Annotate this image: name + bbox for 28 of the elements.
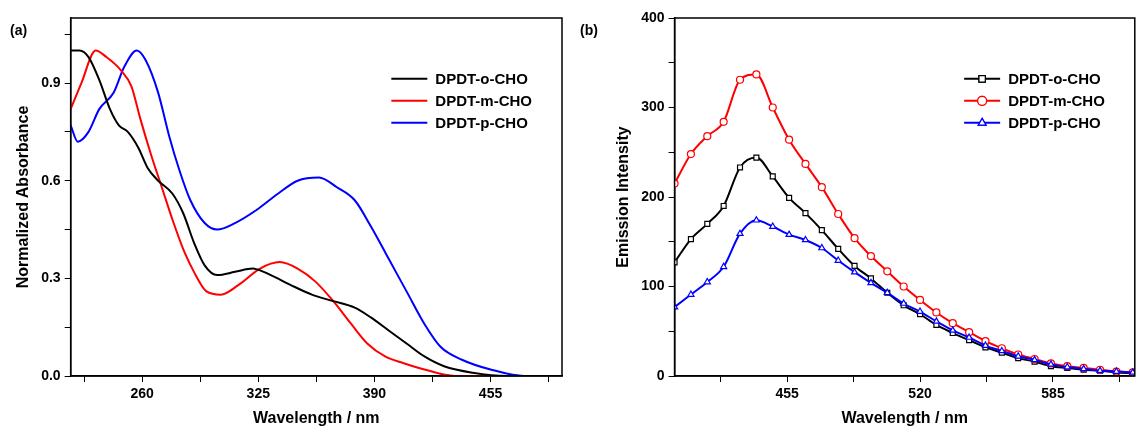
x-tick-label: 585 bbox=[1041, 385, 1065, 402]
y-tick-label: 0.3 bbox=[41, 269, 61, 286]
legend-label: DPDT-m-CHO bbox=[435, 92, 533, 109]
legend-label: DPDT-m-CHO bbox=[1008, 92, 1106, 109]
y-tick-label: 0.6 bbox=[41, 171, 61, 188]
y-axis-title: Emission Intensity bbox=[614, 126, 632, 268]
y-tick-label: 0.9 bbox=[41, 73, 61, 90]
legend-label: DPDT-o-CHO bbox=[435, 70, 529, 87]
x-tick-label: 455 bbox=[775, 385, 799, 402]
x-tick-label: 520 bbox=[908, 385, 932, 402]
y-tick-label: 300 bbox=[641, 98, 665, 115]
x-axis-title: Wavelength / nm bbox=[253, 408, 380, 426]
x-tick-label: 325 bbox=[246, 385, 271, 402]
y-tick-label: 0.0 bbox=[41, 366, 61, 383]
y-tick-label: 400 bbox=[641, 8, 665, 25]
legend-label: DPDT-p-CHO bbox=[1008, 114, 1101, 131]
y-tick-label: 0 bbox=[656, 366, 665, 383]
legend-label: DPDT-o-CHO bbox=[1008, 70, 1101, 87]
chart-title: (b) bbox=[580, 22, 598, 38]
x-tick-label: 390 bbox=[362, 385, 387, 402]
y-tick-label: 100 bbox=[641, 277, 665, 294]
y-axis-title: Normalized Absorbance bbox=[14, 105, 32, 289]
x-axis-title: Wavelength / nm bbox=[841, 408, 968, 426]
x-tick-label: 455 bbox=[478, 385, 503, 402]
x-tick-label: 260 bbox=[130, 385, 155, 402]
y-tick-label: 200 bbox=[641, 187, 665, 204]
chart-title: (a) bbox=[10, 22, 28, 38]
legend-label: DPDT-p-CHO bbox=[435, 114, 529, 131]
